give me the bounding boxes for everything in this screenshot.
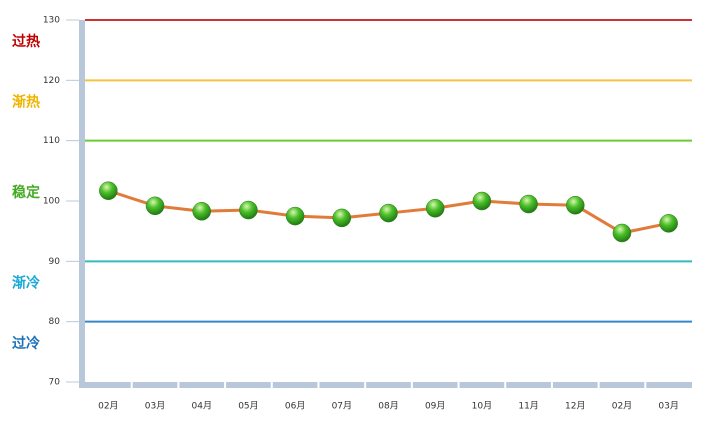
data-point (659, 214, 678, 233)
x-tick-label: 12月 (565, 401, 585, 412)
x-tick-label: 05月 (238, 401, 258, 412)
y-tick-label: 100 (43, 197, 60, 207)
x-tick-label: 02月 (98, 401, 118, 412)
data-point (566, 195, 585, 215)
data-point (519, 194, 538, 214)
y-axis-bar (79, 20, 85, 388)
x-tick-label: 02月 (612, 401, 632, 412)
y-tick-label: 80 (49, 317, 61, 327)
data-point (239, 200, 258, 220)
data-point (379, 203, 398, 223)
data-point (472, 191, 492, 211)
zone-label: 过热 (12, 33, 40, 50)
x-tick-label: 07月 (332, 401, 352, 412)
y-tick-label: 110 (43, 136, 60, 146)
zone-label: 渐冷 (12, 275, 40, 292)
y-tick-label: 90 (49, 257, 61, 267)
zone-label: 稳定 (12, 184, 40, 201)
x-tick-label: 08月 (378, 401, 398, 412)
x-tick-label: 06月 (285, 401, 305, 412)
data-point (425, 198, 445, 218)
x-tick-label: 10月 (472, 401, 492, 412)
y-tick-label: 120 (43, 76, 60, 86)
data-point (192, 202, 211, 221)
x-tick-label: 09月 (425, 401, 445, 412)
y-tick-label: 70 (49, 378, 61, 388)
x-tick-label: 03月 (145, 401, 165, 412)
zone-label: 渐热 (12, 94, 40, 111)
x-tick-label: 11月 (518, 401, 538, 412)
data-point (612, 223, 632, 243)
data-point (285, 206, 305, 226)
y-tick-label: 130 (43, 16, 60, 26)
x-tick-label: 04月 (192, 401, 212, 412)
data-point (332, 208, 352, 228)
x-axis-bar (79, 382, 692, 388)
data-point (99, 181, 118, 200)
data-point (145, 196, 165, 216)
x-tick-label: 03月 (658, 401, 678, 412)
zone-label: 过冷 (12, 335, 40, 352)
